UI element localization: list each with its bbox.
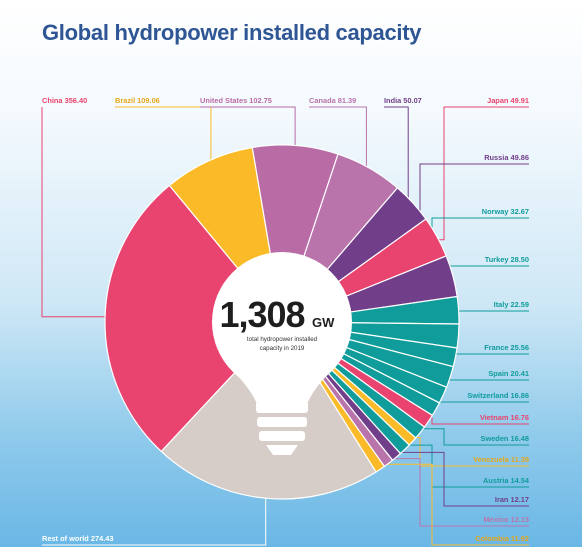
leader-line-china: [41, 107, 112, 318]
leader-line-brazil: [115, 106, 212, 167]
chart-title: Global hydropower installed capacity: [42, 20, 422, 45]
leader-line-india: [384, 106, 409, 207]
slice-label-colombia: Colombia 11.92: [475, 534, 529, 543]
slice-label-spain: Spain 20.41: [488, 369, 529, 378]
pie-slice-china: [104, 184, 283, 453]
slice-label-rest-of-world: Rest of world 274.43: [42, 534, 113, 543]
slice-label-iran: Iran 12.17: [495, 495, 529, 504]
slice-label-mexico: Mexico 12.13: [483, 515, 529, 524]
leader-line-canada: [309, 106, 367, 174]
slice-label-vietnam: Vietnam 16.76: [480, 413, 529, 422]
slice-label-japan: Japan 49.91: [487, 96, 529, 105]
slice-label-italy: Italy 22.59: [494, 300, 529, 309]
leader-line-mexico: [384, 458, 529, 527]
lightbulb-icon: [212, 252, 352, 455]
center-total: 1,308 GW total hydropower installed capa…: [219, 294, 335, 352]
total-value: 1,308: [219, 294, 304, 335]
slice-label-venezuela: Venezuela 11.39: [473, 455, 529, 464]
leader-line-colombia: [376, 463, 529, 546]
slice-label-sweden: Sweden 16.48: [481, 434, 529, 443]
total-caption-line2: capacity in 2019: [260, 345, 305, 352]
slice-labels: China 356.40 Brazil 109.06 United States 1…: [42, 96, 530, 543]
leader-line-sweden: [415, 428, 529, 446]
slice-label-united-states: United States 102.75: [200, 96, 272, 105]
slice-label-brazil: Brazil 109.06: [115, 96, 160, 105]
slice-label-china: China 356.40: [42, 96, 87, 105]
slice-label-turkey: Turkey 28.50: [485, 255, 529, 264]
slice-label-france: France 25.56: [484, 343, 529, 352]
slice-label-india: India 50.07: [384, 96, 422, 105]
leader-line-iran: [392, 451, 529, 507]
slice-label-canada: Canada 81.39: [309, 96, 356, 105]
slice-label-austria: Austria 14.54: [483, 476, 530, 485]
total-caption-line1: total hydropower installed: [247, 336, 318, 343]
leader-line-united-states: [200, 106, 296, 152]
slice-label-russia: Russia 49.86: [484, 153, 529, 162]
slice-label-norway: Norway 32.67: [482, 207, 529, 216]
leader-line-rest-of-world: [42, 492, 267, 546]
total-unit: GW: [312, 315, 335, 330]
leader-line-japan: [431, 106, 529, 241]
slice-label-switzerland: Switzerland 16.86: [467, 391, 529, 400]
